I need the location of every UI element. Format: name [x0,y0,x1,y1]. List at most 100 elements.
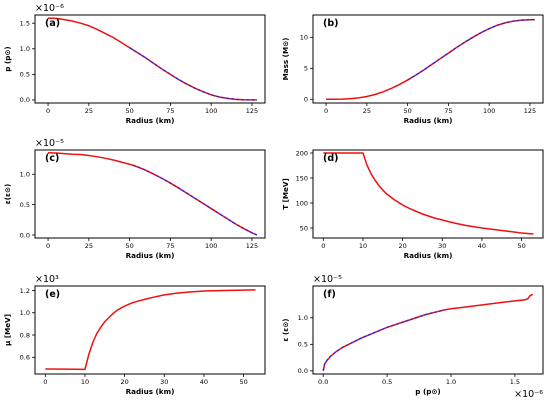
x-tick-label-f-1: 0.5 [382,378,392,386]
x-tick-label-a-5: 125 [246,107,258,115]
y-tick-label-d-2: 150 [296,174,308,182]
axes-frame-b [312,14,544,104]
axes-frame-e [34,285,266,375]
panel-f: 0.0 0.5 1.0 1.5 0.0 0.5 1.0 p (p⊙) ε (ε⊙) (f) ×10⁻… [281,274,544,400]
x-axis-label-c: Radius (km) [126,251,175,260]
y-tick-label-f-2: 1.0 [298,314,308,322]
x-tick-label-d-3: 30 [438,242,446,250]
panel-label-c: (c) [45,153,59,164]
y-tick-label-e-3: 1.2 [20,287,30,295]
x-tick-label-c-4: 100 [205,242,217,250]
x-tick-label-a-0: 0 [46,107,50,115]
y-tick-label-e-2: 1.0 [20,309,30,317]
y-axis-label-e: μ [MeV] [3,314,12,346]
x-tick-label-b-4: 100 [483,107,495,115]
panel-label-d: (d) [323,153,338,164]
x-axis-label-f: p (p⊙) [415,387,440,396]
panel-label-f: (f) [323,289,336,300]
y-tick-label-f-0: 0.0 [298,367,308,375]
y-multiplier-e: ×10³ [35,274,59,285]
y-multiplier-f: ×10⁻⁵ [313,274,342,285]
x-tick-label-c-0: 0 [46,242,50,250]
x-axis-label-a: Radius (km) [126,116,175,125]
x-axis-label-b: Radius (km) [404,116,453,125]
x-tick-label-d-0: 0 [321,242,325,250]
axes-frame-d [312,149,544,239]
series-line-c-1 [132,164,258,236]
axes-frame-a [34,14,266,104]
x-tick-label-e-4: 40 [200,378,208,386]
y-tick-label-a-2: 1.0 [20,45,30,53]
panel-label-b: (b) [323,18,338,29]
x-tick-label-a-1: 25 [85,107,93,115]
y-tick-label-a-0: 0.0 [20,96,30,104]
x-tick-label-f-2: 1.0 [446,378,456,386]
x-tick-label-b-2: 50 [403,107,411,115]
y-axis-label-d: T [MeV] [281,178,290,210]
y-axis-label-b: Mass (M⊙) [281,38,290,81]
series-line-a-0 [48,17,257,101]
panel-label-e: (e) [45,289,60,300]
x-tick-label-a-4: 100 [205,107,217,115]
series-line-b-1 [407,19,535,81]
x-tick-label-f-0: 0.0 [318,378,328,386]
y-tick-label-d-1: 100 [296,199,308,207]
x-axis-label-d: Radius (km) [404,251,453,260]
series-line-e-0 [45,289,256,371]
panel-e: 0 10 20 30 40 50 0.6 0.8 1.0 1.2 Radius (km) μ [MeV… [3,274,266,396]
panel-b: 0 25 50 75 100 125 0 5 10 Radius (km) Mass (M⊙) (b) [281,14,544,125]
panel-a: 0 25 50 75 100 125 0.0 0.5 1.0 1.5 Radius (km) p (p… [3,3,266,125]
x-tick-label-e-0: 0 [43,378,47,386]
x-tick-label-e-2: 20 [120,378,128,386]
x-tick-label-e-1: 10 [81,378,89,386]
y-tick-label-b-2: 10 [300,34,308,42]
y-tick-label-c-0: 0.0 [20,231,30,239]
x-multiplier-f: ×10⁻⁶ [514,389,543,400]
y-tick-label-d-3: 200 [296,149,308,157]
x-tick-label-a-2: 50 [125,107,133,115]
series-line-b-0 [326,18,535,101]
y-tick-label-b-1: 5 [304,65,308,73]
y-tick-label-a-1: 0.5 [20,71,30,79]
axes-frame-c [34,149,266,239]
series-line-f-0 [322,293,534,371]
y-axis-label-f: ε (ε⊙) [281,318,290,341]
x-tick-label-b-5: 125 [524,107,536,115]
x-tick-label-c-3: 75 [166,242,174,250]
panel-d: 0 10 20 30 40 50 50 100 150 200 Radius (km) T [MeV]… [281,149,544,260]
y-tick-label-e-1: 0.8 [20,331,30,339]
x-tick-label-d-2: 20 [398,242,406,250]
x-tick-label-b-0: 0 [324,107,328,115]
y-tick-label-e-0: 0.6 [20,354,30,362]
series-line-a-1 [129,47,257,101]
x-tick-label-d-5: 50 [517,242,525,250]
x-axis-label-e: Radius (km) [126,387,175,396]
x-tick-label-e-3: 30 [160,378,168,386]
x-tick-label-e-5: 50 [239,378,247,386]
x-tick-label-c-2: 50 [125,242,133,250]
x-tick-label-c-1: 25 [85,242,93,250]
y-multiplier-c: ×10⁻⁵ [35,138,64,149]
y-multiplier-a: ×10⁻⁶ [35,3,64,14]
y-tick-label-d-0: 50 [300,224,308,232]
y-tick-label-c-2: 1.0 [20,171,30,179]
y-tick-label-a-3: 1.5 [20,19,30,27]
series-line-d-0 [323,152,534,235]
y-axis-label-a: p (p⊙) [3,46,12,71]
x-tick-label-b-1: 25 [363,107,371,115]
x-tick-label-f-3: 1.5 [510,378,520,386]
x-tick-label-a-3: 75 [166,107,174,115]
y-axis-label-c: ε(ε⊙) [3,184,12,205]
x-tick-label-d-1: 10 [359,242,367,250]
y-tick-label-c-1: 0.5 [20,201,30,209]
x-tick-label-c-5: 125 [246,242,258,250]
x-tick-label-b-3: 75 [444,107,452,115]
panel-c: 0 25 50 75 100 125 0.0 0.5 1.0 Radius (km) ε(ε⊙) (c… [3,138,266,260]
series-line-f-1 [322,309,445,371]
panel-label-a: (a) [45,18,60,29]
series-line-c-0 [48,151,258,236]
y-tick-label-b-0: 0 [304,96,308,104]
x-tick-label-d-4: 40 [478,242,486,250]
y-tick-label-f-1: 0.5 [298,341,308,349]
